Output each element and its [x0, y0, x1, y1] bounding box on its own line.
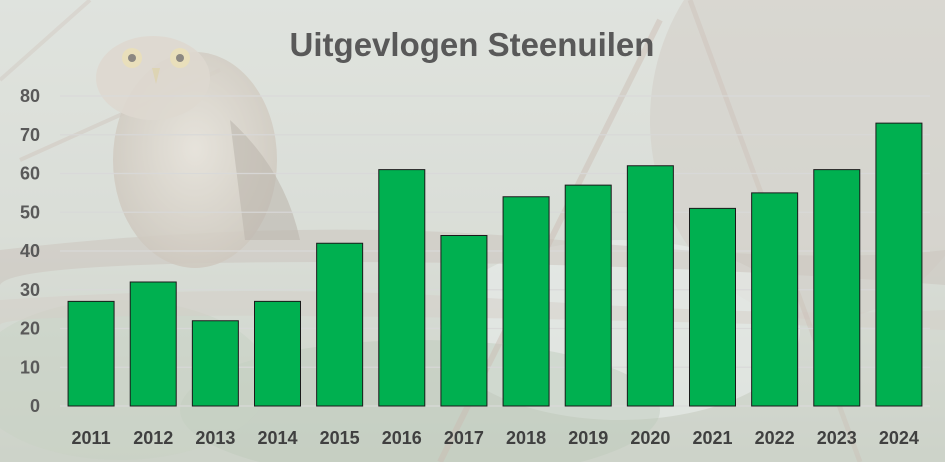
- bar-2023: [813, 169, 861, 407]
- bar-2015: [316, 242, 364, 407]
- bar-2019: [564, 184, 612, 407]
- y-tick-label: 10: [20, 357, 40, 377]
- x-tick-label: 2021: [692, 428, 732, 448]
- bars: [67, 122, 923, 407]
- y-tick-label: 70: [20, 125, 40, 145]
- x-tick-label: 2016: [382, 428, 422, 448]
- y-tick-label: 60: [20, 164, 40, 184]
- bar-2014: [254, 300, 301, 407]
- x-tick-label: 2020: [630, 428, 670, 448]
- bar-2022: [751, 192, 799, 407]
- bar-2020: [626, 165, 674, 407]
- x-tick-label: 2017: [444, 428, 484, 448]
- y-tick-label: 80: [20, 86, 40, 106]
- x-axis-ticks: 2011 2012 2013 2014 2015 2016 2017 2018 2019 2020…: [72, 428, 919, 448]
- x-tick-label: 2011: [72, 428, 111, 448]
- bar-2018: [502, 196, 550, 407]
- bar-2017: [440, 235, 488, 407]
- x-tick-label: 2018: [506, 428, 546, 448]
- bar-2011: [67, 300, 115, 407]
- x-tick-label: 2012: [133, 428, 173, 448]
- bar-2016: [378, 169, 426, 407]
- y-tick-label: 50: [20, 202, 40, 222]
- bar-2013: [191, 320, 239, 407]
- y-tick-label: 20: [20, 319, 40, 339]
- bar-2024: [875, 122, 923, 407]
- owl-figure: [96, 36, 300, 268]
- y-tick-label: 30: [20, 280, 40, 300]
- y-tick-label: 0: [30, 396, 40, 416]
- x-tick-label: 2024: [879, 428, 919, 448]
- y-tick-label: 40: [20, 241, 40, 261]
- x-tick-label: 2022: [755, 428, 795, 448]
- x-tick-label: 2023: [817, 428, 857, 448]
- bar-2012: [129, 281, 177, 407]
- x-tick-label: 2015: [320, 428, 360, 448]
- x-tick-label: 2019: [568, 428, 608, 448]
- chart-title: Uitgevlogen Steenuilen: [290, 26, 655, 63]
- bar-2021: [689, 207, 736, 407]
- y-axis-ticks: 0 10 20 30 40 50 60 70 80: [20, 86, 40, 416]
- x-tick-label: 2014: [257, 428, 297, 448]
- x-tick-label: 2013: [195, 428, 235, 448]
